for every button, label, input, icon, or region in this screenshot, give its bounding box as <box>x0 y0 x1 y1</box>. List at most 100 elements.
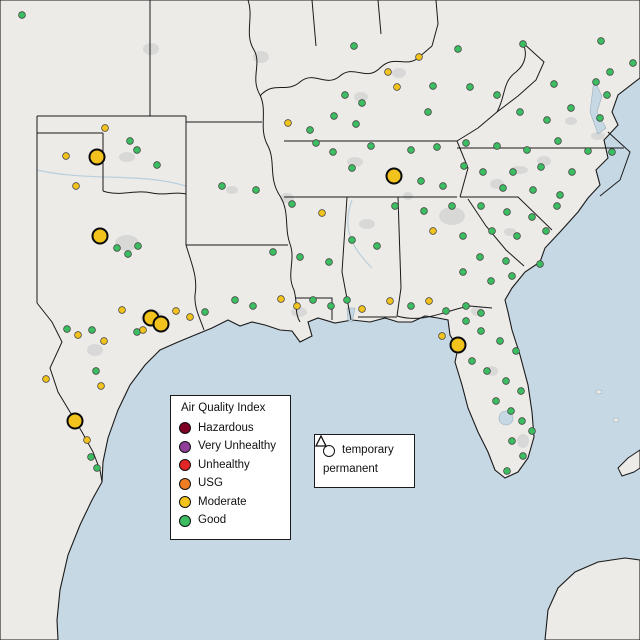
station-marker[interactable] <box>101 124 109 132</box>
station-marker[interactable] <box>83 436 91 444</box>
station-marker[interactable] <box>462 302 470 310</box>
station-marker[interactable] <box>479 168 487 176</box>
station-marker[interactable] <box>284 119 292 127</box>
station-marker[interactable] <box>629 59 637 67</box>
station-marker[interactable] <box>567 104 575 112</box>
station-marker[interactable] <box>113 244 121 252</box>
station-marker[interactable] <box>459 232 467 240</box>
station-marker[interactable] <box>296 253 304 261</box>
station-marker[interactable] <box>493 91 501 99</box>
station-marker[interactable] <box>508 272 516 280</box>
station-marker[interactable] <box>348 164 356 172</box>
station-marker[interactable] <box>124 250 132 258</box>
station-marker[interactable] <box>550 80 558 88</box>
station-marker[interactable] <box>288 200 296 208</box>
station-marker[interactable] <box>509 168 517 176</box>
station-marker[interactable] <box>417 177 425 185</box>
station-marker[interactable] <box>529 186 537 194</box>
station-marker[interactable] <box>231 296 239 304</box>
station-marker[interactable] <box>493 142 501 150</box>
station-marker[interactable] <box>277 295 285 303</box>
station-marker[interactable] <box>556 191 564 199</box>
station-marker[interactable] <box>341 91 349 99</box>
station-marker[interactable] <box>92 367 100 375</box>
station-marker[interactable] <box>597 37 605 45</box>
station-marker[interactable] <box>88 148 106 166</box>
station-marker[interactable] <box>327 302 335 310</box>
station-marker[interactable] <box>393 83 401 91</box>
station-marker[interactable] <box>384 68 392 76</box>
station-marker[interactable] <box>502 257 510 265</box>
station-marker[interactable] <box>201 308 209 316</box>
station-marker[interactable] <box>415 53 423 61</box>
station-marker[interactable] <box>330 112 338 120</box>
station-marker[interactable] <box>454 45 462 53</box>
station-marker[interactable] <box>503 467 511 475</box>
station-marker[interactable] <box>448 202 456 210</box>
station-marker[interactable] <box>126 137 134 145</box>
station-marker[interactable] <box>309 296 317 304</box>
station-marker[interactable] <box>466 83 474 91</box>
station-marker[interactable] <box>584 147 592 155</box>
station-marker[interactable] <box>592 78 600 86</box>
station-marker[interactable] <box>476 253 484 261</box>
station-marker[interactable] <box>429 227 437 235</box>
station-marker[interactable] <box>18 11 26 19</box>
station-marker[interactable] <box>87 453 95 461</box>
station-marker[interactable] <box>483 367 491 375</box>
station-marker[interactable] <box>269 248 277 256</box>
station-marker[interactable] <box>152 315 170 333</box>
station-marker[interactable] <box>606 68 614 76</box>
station-marker[interactable] <box>439 182 447 190</box>
station-marker[interactable] <box>63 325 71 333</box>
station-marker[interactable] <box>407 146 415 154</box>
station-marker[interactable] <box>118 306 126 314</box>
station-marker[interactable] <box>293 302 301 310</box>
station-marker[interactable] <box>318 209 326 217</box>
station-marker[interactable] <box>186 313 194 321</box>
station-marker[interactable] <box>499 184 507 192</box>
station-marker[interactable] <box>459 268 467 276</box>
station-marker[interactable] <box>512 347 520 355</box>
station-marker[interactable] <box>425 297 433 305</box>
station-marker[interactable] <box>133 146 141 154</box>
station-marker[interactable] <box>596 114 604 122</box>
station-marker[interactable] <box>139 326 147 334</box>
station-marker[interactable] <box>507 407 515 415</box>
station-marker[interactable] <box>568 168 576 176</box>
station-marker[interactable] <box>519 452 527 460</box>
station-marker[interactable] <box>528 427 536 435</box>
station-marker[interactable] <box>329 148 337 156</box>
station-marker[interactable] <box>391 202 399 210</box>
station-marker[interactable] <box>350 42 358 50</box>
station-marker[interactable] <box>543 116 551 124</box>
station-marker[interactable] <box>442 307 450 315</box>
station-marker[interactable] <box>62 152 70 160</box>
station-marker[interactable] <box>249 302 257 310</box>
station-marker[interactable] <box>462 317 470 325</box>
station-marker[interactable] <box>508 437 516 445</box>
station-marker[interactable] <box>93 464 101 472</box>
station-marker[interactable] <box>536 260 544 268</box>
station-marker[interactable] <box>358 99 366 107</box>
station-marker[interactable] <box>97 382 105 390</box>
station-marker[interactable] <box>348 236 356 244</box>
station-marker[interactable] <box>519 40 527 48</box>
station-marker[interactable] <box>438 332 446 340</box>
station-marker[interactable] <box>352 120 360 128</box>
station-marker[interactable] <box>367 142 375 150</box>
station-marker[interactable] <box>542 227 550 235</box>
station-marker[interactable] <box>460 162 468 170</box>
station-marker[interactable] <box>66 412 84 430</box>
station-marker[interactable] <box>134 242 142 250</box>
station-marker[interactable] <box>42 375 50 383</box>
station-marker[interactable] <box>312 139 320 147</box>
station-marker[interactable] <box>385 167 403 185</box>
station-marker[interactable] <box>449 336 467 354</box>
station-marker[interactable] <box>462 139 470 147</box>
station-marker[interactable] <box>172 307 180 315</box>
station-marker[interactable] <box>496 337 504 345</box>
station-marker[interactable] <box>513 232 521 240</box>
station-marker[interactable] <box>553 202 561 210</box>
station-marker[interactable] <box>429 82 437 90</box>
